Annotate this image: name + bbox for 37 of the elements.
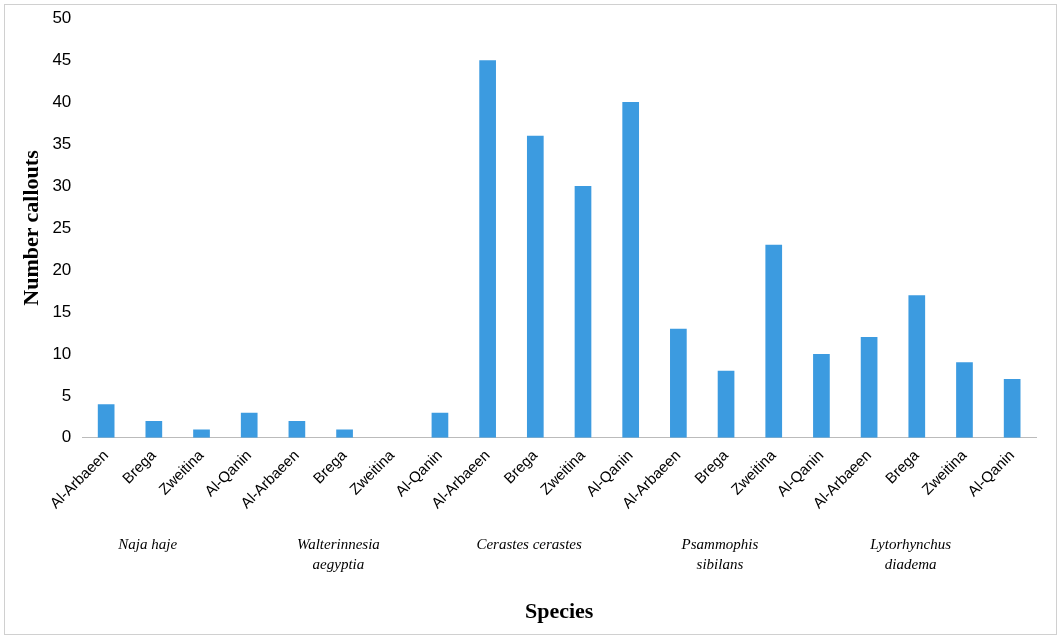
bar	[526, 135, 544, 438]
bar	[431, 412, 449, 438]
bar	[956, 362, 973, 438]
text: Naja haje	[117, 536, 178, 553]
text: Walterinnesia aegyptia	[297, 536, 380, 573]
bar	[717, 370, 735, 438]
bar	[908, 295, 926, 438]
bar	[622, 102, 640, 438]
y-tick-label: 45	[52, 49, 72, 69]
y-tick-label: 0	[61, 427, 72, 447]
y-tick-label: 5	[61, 385, 72, 405]
bar	[765, 244, 783, 438]
bar	[97, 404, 115, 438]
x-axis-title: Species	[524, 598, 594, 624]
bar	[574, 186, 592, 438]
y-tick-label: 35	[52, 133, 72, 153]
bar	[813, 353, 830, 438]
bar	[479, 60, 496, 438]
y-tick-label: 15	[52, 301, 72, 321]
bar	[860, 337, 878, 438]
y-tick-label: 10	[52, 343, 72, 363]
text: Lytorhynchus diadema	[869, 536, 952, 573]
text: Psammophis sibilans	[680, 536, 759, 573]
y-axis-title: Number callouts	[17, 149, 43, 306]
y-tick-label: 40	[52, 91, 72, 111]
bar	[336, 429, 353, 438]
bar	[193, 429, 210, 438]
bar	[288, 421, 306, 438]
bar	[670, 328, 687, 438]
bar	[1003, 379, 1021, 438]
y-tick-label: 20	[52, 259, 72, 279]
y-tick-label: 30	[52, 175, 72, 195]
text: Cerastes cerastes	[476, 536, 583, 553]
bar	[145, 421, 163, 438]
bar	[240, 412, 258, 438]
y-tick-label: 50	[52, 7, 72, 27]
y-tick-label: 25	[52, 217, 72, 237]
